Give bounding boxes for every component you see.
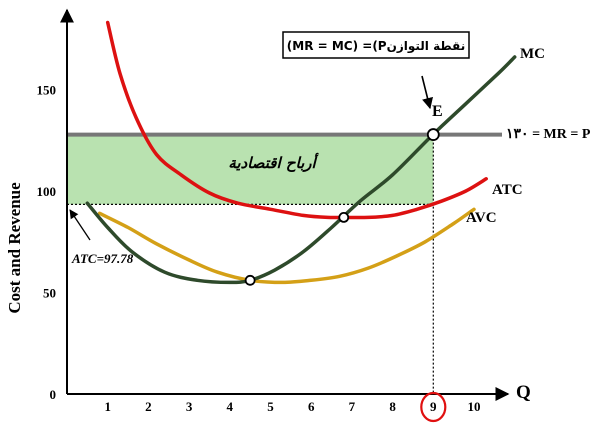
equilibrium-point-label: E: [432, 103, 443, 120]
x-tick-4: 4: [227, 399, 234, 414]
x-tick-labels: 1 2 3 4 5 6 7 8 9 10: [104, 399, 480, 414]
x-tick-2: 2: [145, 399, 152, 414]
x-tick-5: 5: [267, 399, 274, 414]
y-tick-0: 0: [50, 387, 57, 402]
price-line-label: ١٣٠ = MR = P: [506, 127, 591, 142]
y-tick-50: 50: [43, 286, 56, 301]
atc-label: ATC: [492, 182, 523, 198]
x-tick-6: 6: [308, 399, 315, 414]
intersection-points: [244, 128, 440, 286]
x-tick-10: 10: [468, 399, 481, 414]
x-axis-label: Q: [516, 382, 531, 403]
mc-curve: [85, 55, 517, 285]
atc-curve: [105, 20, 488, 220]
y-tick-150: 150: [37, 83, 57, 98]
intersection-point-3: [244, 274, 256, 286]
x-tick-8: 8: [389, 399, 396, 414]
equilibrium-box: [282, 31, 470, 59]
equilibrium-arrow: [421, 75, 433, 110]
atc-value-arrow: [69, 209, 91, 241]
equilibrium-box-text: (MR = MC) =(Pنقطة التوازن: [287, 39, 465, 54]
intersection-point-2: [338, 211, 350, 223]
y-tick-100: 100: [37, 184, 57, 199]
avc-label: AVC: [466, 210, 497, 226]
mc-label: MC: [520, 46, 545, 62]
intersection-point-1: [426, 128, 440, 141]
x-tick-3: 3: [186, 399, 193, 414]
y-axis-label: Cost and Revenue: [5, 182, 24, 314]
profit-area-label: أرباح اقتصادية: [228, 152, 319, 172]
x-tick-1: 1: [104, 399, 111, 414]
y-tick-labels: 0 50 100 150: [37, 83, 57, 403]
avc-curve: [97, 207, 476, 285]
highlight-circle-tick-9: [420, 391, 447, 423]
atc-value-label: ATC=97.78: [71, 251, 134, 266]
x-tick-9: 9: [430, 399, 437, 414]
x-tick-7: 7: [349, 399, 356, 414]
